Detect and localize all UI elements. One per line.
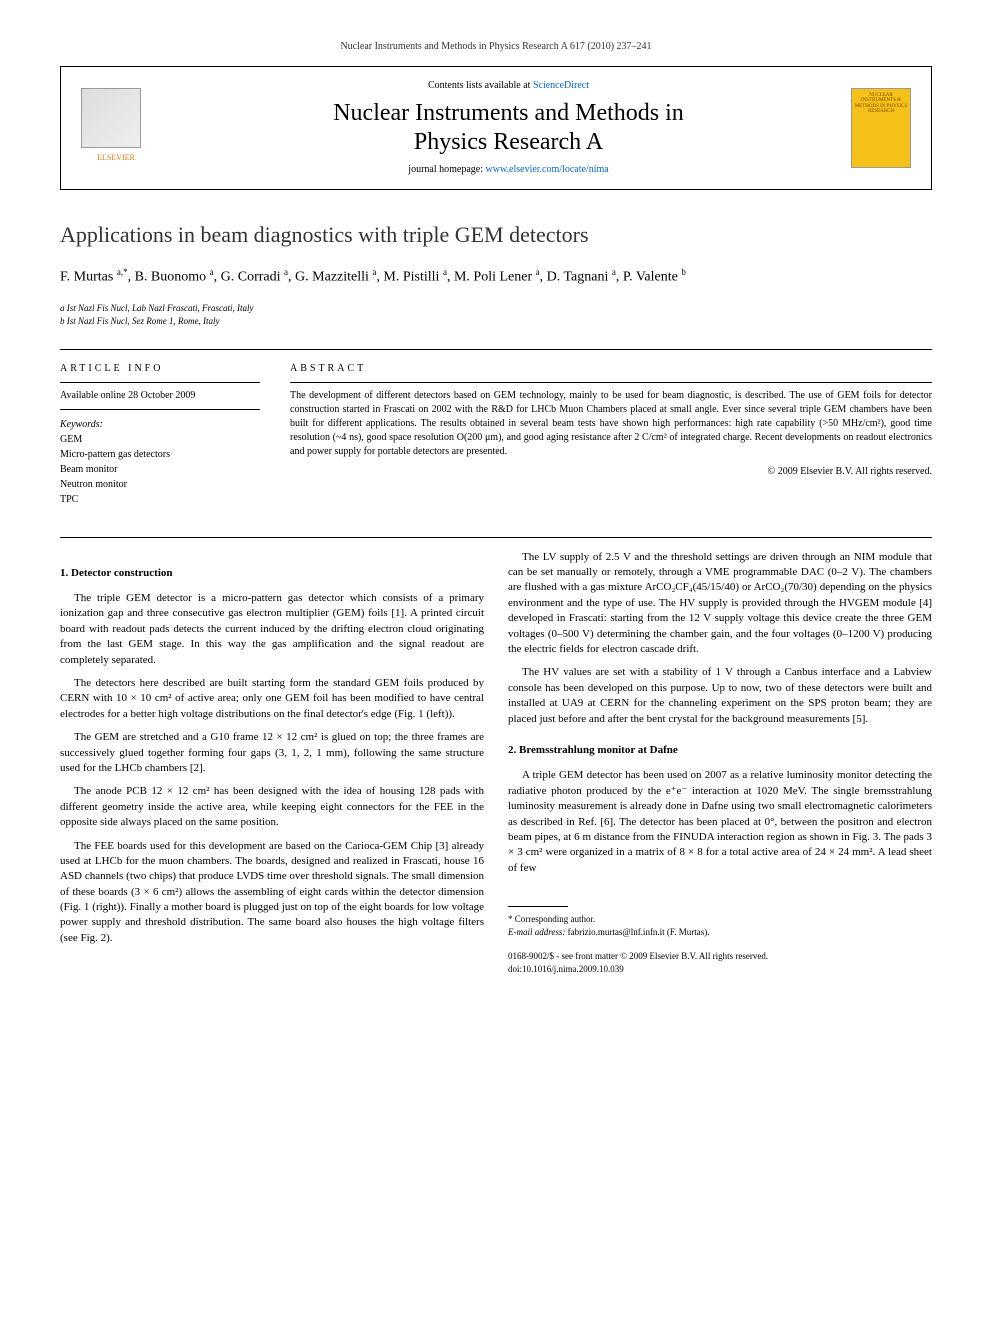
doi-block: 0168-9002/$ - see front matter © 2009 El… xyxy=(508,950,932,975)
divider xyxy=(60,537,932,538)
abstract-heading: ABSTRACT xyxy=(290,362,932,376)
section-2-heading: 2. Bremsstrahlung monitor at Dafne xyxy=(508,743,932,758)
journal-running-header: Nuclear Instruments and Methods in Physi… xyxy=(60,40,932,54)
affiliation-a: a Ist Nazl Fis Nucl, Lab Nazl Frascati, … xyxy=(60,302,932,316)
paragraph: The GEM are stretched and a G10 frame 12… xyxy=(60,730,484,776)
article-info-heading: ARTICLE INFO xyxy=(60,362,260,376)
journal-header-box: ELSEVIER Contents lists available at Sci… xyxy=(60,66,932,190)
section-1-heading: 1. Detector construction xyxy=(60,566,484,581)
contents-line: Contents lists available at ScienceDirec… xyxy=(166,79,851,93)
elsevier-word: ELSEVIER xyxy=(81,152,151,163)
elsevier-logo: ELSEVIER xyxy=(81,88,151,168)
affiliations: a Ist Nazl Fis Nucl, Lab Nazl Frascati, … xyxy=(60,302,932,329)
footnotes: * Corresponding author. E-mail address: … xyxy=(508,913,932,938)
homepage-link[interactable]: www.elsevier.com/locate/nima xyxy=(486,164,609,175)
doi-line: doi:10.1016/j.nima.2009.10.039 xyxy=(508,963,932,976)
abstract-copyright: © 2009 Elsevier B.V. All rights reserved… xyxy=(290,465,932,479)
journal-cover-thumb: NUCLEAR INSTRUMENTS & METHODS IN PHYSICS… xyxy=(851,88,911,168)
email-line: E-mail address: fabrizio.murtas@lnf.infn… xyxy=(508,926,932,939)
divider xyxy=(60,349,932,350)
journal-name: Nuclear Instruments and Methods in Physi… xyxy=(166,99,851,157)
sciencedirect-link[interactable]: ScienceDirect xyxy=(533,80,589,91)
affiliation-b: b Ist Nazl Fis Nucl, Sez Rome 1, Rome, I… xyxy=(60,315,932,329)
article-info: ARTICLE INFO Available online 28 October… xyxy=(60,362,260,507)
paragraph: The detectors here described are built s… xyxy=(60,676,484,722)
abstract: ABSTRACT The development of different de… xyxy=(290,362,932,507)
body-text: 1. Detector construction The triple GEM … xyxy=(60,550,932,976)
paragraph: The triple GEM detector is a micro-patte… xyxy=(60,591,484,668)
elsevier-tree-icon xyxy=(81,88,141,148)
paragraph: The anode PCB 12 × 12 cm² has been desig… xyxy=(60,784,484,830)
article-title: Applications in beam diagnostics with tr… xyxy=(60,220,932,251)
abstract-text: The development of different detectors b… xyxy=(290,389,932,459)
footnote-separator xyxy=(508,906,568,907)
available-online: Available online 28 October 2009 xyxy=(60,389,260,403)
authors: F. Murtas a,*, B. Buonomo a, G. Corradi … xyxy=(60,266,932,287)
header-center: Contents lists available at ScienceDirec… xyxy=(166,79,851,177)
corresponding-author: * Corresponding author. xyxy=(508,913,932,926)
front-matter-line: 0168-9002/$ - see front matter © 2009 El… xyxy=(508,950,932,963)
paragraph: The HV values are set with a stability o… xyxy=(508,665,932,727)
author-email[interactable]: fabrizio.murtas@lnf.infn.it (F. Murtas). xyxy=(568,927,710,937)
keywords-label: Keywords: xyxy=(60,418,260,432)
paragraph: The FEE boards used for this development… xyxy=(60,839,484,947)
paragraph: A triple GEM detector has been used on 2… xyxy=(508,768,932,876)
paragraph: The LV supply of 2.5 V and the threshold… xyxy=(508,550,932,658)
homepage-line: journal homepage: www.elsevier.com/locat… xyxy=(166,163,851,177)
keywords-list: GEMMicro-pattern gas detectorsBeam monit… xyxy=(60,432,260,507)
info-abstract-row: ARTICLE INFO Available online 28 October… xyxy=(60,362,932,507)
